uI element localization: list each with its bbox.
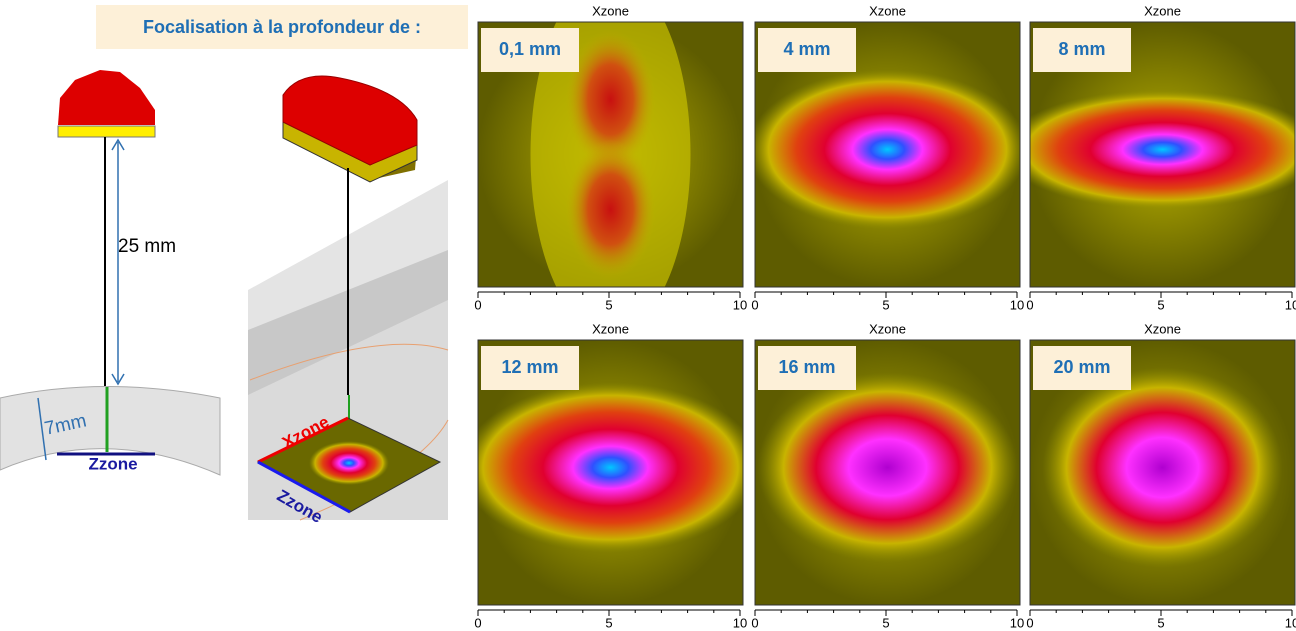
tick-label: 10	[733, 615, 747, 630]
axis-title: Xzone	[1144, 3, 1181, 18]
tick-label: 5	[882, 297, 889, 312]
tick-label: 0	[474, 615, 481, 630]
frame	[754, 339, 1021, 606]
heatmap-panel: Xzone 4 mm 0 5 10	[751, 3, 1024, 312]
title: Focalisation à la profondeur de :	[143, 17, 421, 37]
beam	[755, 69, 1020, 230]
frame	[477, 21, 744, 288]
beam	[565, 139, 656, 280]
beam	[757, 372, 1018, 563]
heatmap-panel: Xzone 12 mm 0 5 10	[474, 321, 747, 630]
depth-label: 0,1 mm	[499, 39, 561, 59]
depth-label: 16 mm	[778, 357, 835, 377]
tick-label: 5	[605, 297, 612, 312]
beam	[565, 29, 656, 170]
tick-label: 0	[751, 297, 758, 312]
depth-box	[758, 346, 856, 390]
depth-box	[758, 28, 856, 72]
heatmap-panel: Xzone 0,1 mm 0 5 10	[474, 3, 747, 312]
left-diagram: 25 mm 7mm Zzone	[0, 70, 221, 476]
depth-box	[1033, 28, 1131, 72]
depth-box	[1033, 346, 1131, 390]
depth-label: 20 mm	[1053, 357, 1110, 377]
axis-title: Xzone	[592, 3, 629, 18]
tick-label: 0	[1026, 297, 1033, 312]
axis-title: Xzone	[869, 321, 906, 336]
tick-label: 10	[1010, 615, 1024, 630]
frame	[1029, 339, 1296, 606]
axis-title: Xzone	[592, 321, 629, 336]
depth-label: 8 mm	[1058, 39, 1105, 59]
tick-label: 5	[1157, 297, 1164, 312]
frame	[477, 339, 744, 606]
tick-label: 10	[1285, 297, 1296, 312]
axis-title: Xzone	[1144, 321, 1181, 336]
frame	[754, 21, 1021, 288]
depth-box	[481, 28, 579, 72]
heatmap	[755, 340, 1020, 605]
depth-label: 12 mm	[501, 357, 558, 377]
heatmap-panel: Xzone 20 mm 0 5 10	[1026, 321, 1296, 630]
title-box	[96, 5, 468, 49]
heatmap-panel: Xzone 8 mm 0 5 10	[1026, 3, 1296, 312]
zone-label: Zzone	[88, 454, 137, 473]
beam	[1042, 367, 1283, 568]
frame	[1029, 21, 1296, 288]
tick-label: 0	[751, 615, 758, 630]
tick-label: 10	[733, 297, 747, 312]
scene-3d: Xzone Zzone	[248, 75, 449, 527]
depth-label: 4 mm	[783, 39, 830, 59]
tick-label: 5	[882, 615, 889, 630]
distance-label: 25 mm	[118, 236, 176, 257]
beam	[478, 382, 743, 553]
axis-title: Xzone	[869, 3, 906, 18]
heatmap-panel: Xzone 16 mm 0 5 10	[751, 321, 1024, 630]
heatmap-panels: Xzone 0,1 mm 0 5 10 Xzone 4 mm 0 5 10 Xzone 8 mm 0 5 1…	[474, 3, 1296, 630]
depth-box	[481, 346, 579, 390]
tick-label: 0	[1026, 615, 1033, 630]
tick-label: 5	[1157, 615, 1164, 630]
tick-label: 5	[605, 615, 612, 630]
tick-label: 0	[474, 297, 481, 312]
tick-label: 10	[1010, 297, 1024, 312]
beam	[1030, 89, 1295, 210]
tick-label: 10	[1285, 615, 1296, 630]
